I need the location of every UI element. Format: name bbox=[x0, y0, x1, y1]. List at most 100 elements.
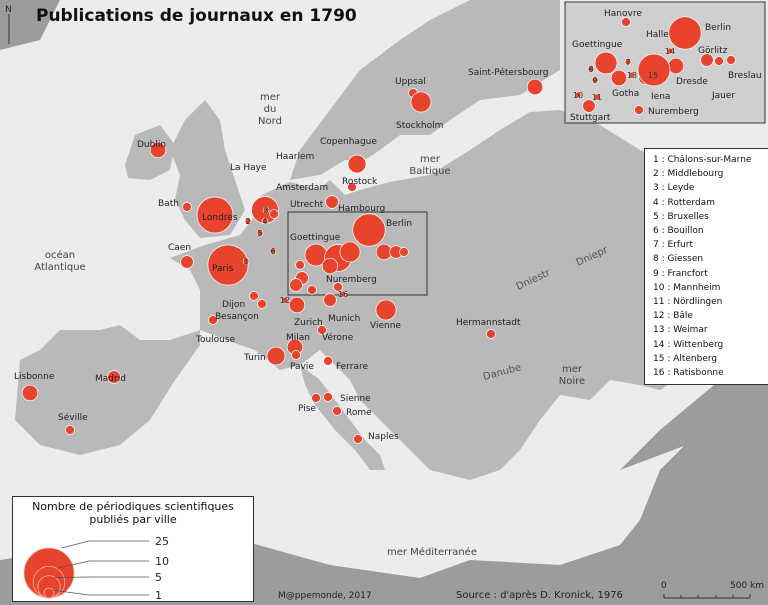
city-circle bbox=[288, 296, 306, 314]
city-circle bbox=[196, 196, 234, 234]
numbered-city-number: 5 bbox=[257, 229, 262, 238]
scale-end: 500 km bbox=[730, 581, 764, 591]
scale-bar: 0 500 km bbox=[661, 581, 764, 599]
city-label: Zurich bbox=[294, 318, 323, 328]
city-circle bbox=[353, 434, 363, 444]
scale-start: 0 bbox=[661, 581, 667, 591]
city-circles bbox=[21, 16, 736, 444]
city-label: Nuremberg bbox=[326, 275, 377, 285]
numbered-city-number: 2 bbox=[245, 217, 250, 226]
numbered-city-number: 16 bbox=[338, 290, 348, 299]
inset-extent-box bbox=[287, 211, 428, 296]
numbered-city-marker bbox=[587, 65, 595, 73]
city-circle bbox=[291, 350, 301, 360]
city-circle bbox=[333, 282, 343, 292]
numbered-city-marker bbox=[281, 296, 289, 304]
source: Source : d'après D. Kronick, 1976 bbox=[456, 590, 623, 601]
city-label: Pavie bbox=[290, 362, 314, 372]
inset-city-circle bbox=[634, 105, 644, 115]
map-title: Publications de journaux en 1790 bbox=[36, 6, 357, 26]
city-label: Munich bbox=[328, 314, 360, 324]
inset-city-label: Goettingue bbox=[572, 40, 623, 50]
numbered-city-number: 15 bbox=[648, 71, 658, 80]
inset-city-circle bbox=[610, 69, 628, 87]
city-circle bbox=[352, 213, 386, 247]
inset-city-circle bbox=[700, 53, 714, 67]
inset-city-label: Görlitz bbox=[698, 46, 728, 56]
sea-label: mer Méditerranée bbox=[387, 546, 477, 558]
legend-value: 5 bbox=[155, 571, 162, 584]
key-item: 6 : Bouillon bbox=[653, 226, 704, 237]
legend-value: 1 bbox=[155, 589, 162, 602]
inset-city-label: Halle bbox=[646, 30, 669, 40]
key-item: 4 : Rotterdam bbox=[653, 197, 715, 208]
inset-city-label: Nuremberg bbox=[648, 107, 699, 117]
city-circle bbox=[526, 78, 544, 96]
numbered-city-number: 14 bbox=[665, 47, 675, 56]
numbered-city-marker bbox=[256, 229, 264, 237]
city-circle bbox=[295, 260, 305, 270]
city-circle bbox=[269, 209, 279, 219]
city-circle bbox=[323, 356, 333, 366]
city-label: Vienne bbox=[370, 321, 401, 331]
numbered-city-number: 3 bbox=[263, 206, 268, 215]
city-label: Madrid bbox=[95, 374, 126, 384]
key-item: 1 : Châlons-sur-Marne bbox=[653, 155, 752, 165]
inset-city-circle bbox=[667, 57, 685, 75]
city-circle bbox=[347, 182, 357, 192]
inset-city-circle bbox=[637, 53, 671, 87]
numbered-city-number: 11 bbox=[592, 93, 602, 102]
numbered-city-marker bbox=[339, 290, 347, 298]
city-circle bbox=[317, 325, 327, 335]
key-item: 8 : Giessen bbox=[653, 254, 704, 265]
inset-city-label: Gotha bbox=[612, 89, 639, 99]
key-item: 5 : Bruxelles bbox=[653, 211, 709, 222]
city-label: Rome bbox=[346, 408, 372, 418]
city-circle bbox=[339, 241, 361, 263]
city-label: Berlin bbox=[386, 219, 412, 229]
city-label: Dublin bbox=[137, 140, 166, 150]
city-label: Besançon bbox=[215, 312, 259, 322]
city-circle bbox=[149, 141, 167, 159]
city-circle bbox=[208, 315, 218, 325]
city-label: Paris bbox=[212, 264, 234, 274]
city-circle bbox=[266, 346, 286, 366]
city-label: Londres bbox=[202, 213, 238, 223]
city-circle bbox=[289, 278, 303, 292]
sea-label: Noire bbox=[559, 376, 585, 387]
key-item: 15 : Altenberg bbox=[653, 353, 718, 364]
sea-label: mer bbox=[562, 364, 583, 375]
city-label: Turin bbox=[243, 353, 266, 363]
city-label: Hambourg bbox=[338, 204, 385, 214]
city-circle bbox=[65, 425, 75, 435]
city-circle bbox=[375, 299, 397, 321]
city-circle bbox=[311, 393, 321, 403]
inset-city-label: Jauer bbox=[711, 91, 735, 101]
city-label: Caen bbox=[168, 243, 191, 253]
inset-city-label: Hanovre bbox=[604, 9, 642, 19]
city-label: Dijon bbox=[222, 300, 245, 310]
key-item: 14 : Wittenberg bbox=[653, 339, 724, 350]
key-item: 10 : Mannheim bbox=[653, 282, 721, 293]
numbered-city-marker bbox=[269, 247, 277, 255]
city-label: Naples bbox=[368, 432, 399, 442]
city-label: Séville bbox=[58, 412, 88, 423]
inset-city-label: Berlin bbox=[705, 23, 731, 33]
legend-leader bbox=[61, 540, 149, 549]
legend-value: 25 bbox=[155, 535, 169, 548]
numbered-city-marker bbox=[261, 217, 269, 225]
sea-label: Nord bbox=[258, 116, 282, 127]
numbered-city-number: 8 bbox=[588, 65, 593, 74]
numbered-city-marker bbox=[244, 217, 252, 225]
key-item: 16 : Ratisbonne bbox=[653, 368, 724, 379]
city-label: Rostock bbox=[342, 177, 378, 187]
city-circle bbox=[410, 91, 432, 113]
inset-city-circle bbox=[621, 17, 631, 27]
city-circle bbox=[321, 257, 339, 275]
city-label: Utrecht bbox=[290, 200, 324, 210]
city-circle bbox=[249, 291, 259, 301]
numbered-city-marker bbox=[593, 93, 601, 101]
city-circle bbox=[182, 202, 192, 212]
